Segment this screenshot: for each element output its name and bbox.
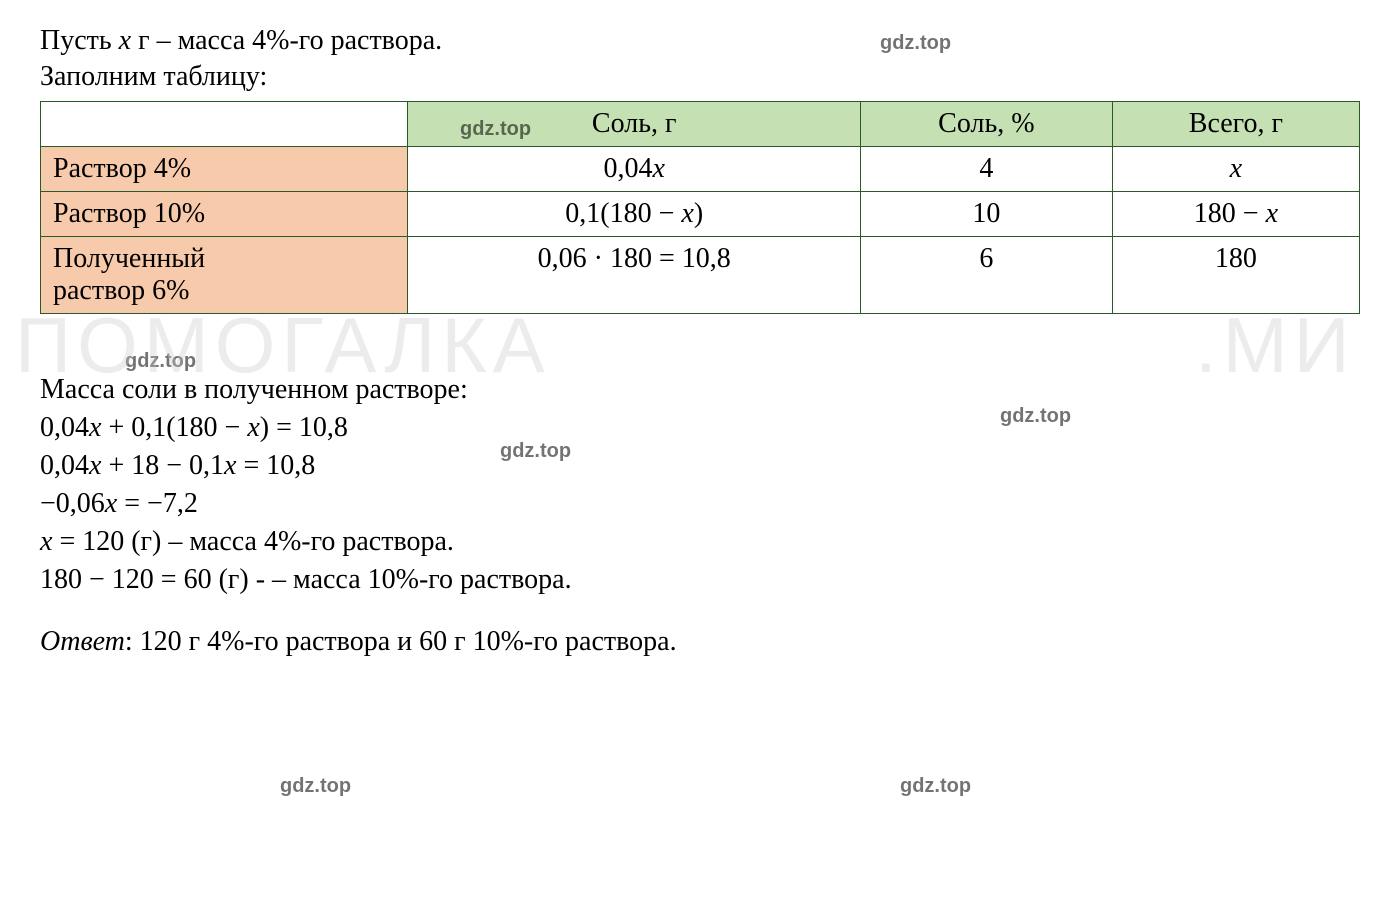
answer-label: Ответ [40,626,125,657]
table-header-row: Соль, г Соль, % Всего, г [41,102,1360,147]
work-line-eq1: 0,04x + 0,1(180 − x) = 10,8 [40,412,1360,444]
cell-salt-g-4pct: 0,04x [408,147,861,192]
work-line-eq3: −0,06x = −7,2 [40,488,1360,520]
cell-salt-pct-4pct: 4 [860,147,1112,192]
table-row: Раствор 10% 0,1(180 − x) 10 180 − x [41,192,1360,237]
intro-var: x [119,25,131,56]
cell-salt-pct-6pct: 6 [860,237,1112,314]
cell-salt-g-6pct: 0,06 · 180 = 10,8 [408,237,861,314]
col-header-total-g: Всего, г [1112,102,1359,147]
work-line-eq2: 0,04x + 18 − 0,1x = 10,8 [40,450,1360,482]
work-line-eq4: x = 120 (г) – масса 4%-го раствора. [40,526,1360,558]
cell-total-6pct: 180 [1112,237,1359,314]
watermark-small: gdz.top [280,775,351,798]
watermark-small: gdz.top [900,775,971,798]
cell-salt-pct-10pct: 10 [860,192,1112,237]
col-header-salt-pct: Соль, % [860,102,1112,147]
table-row: Полученный раствор 6% 0,06 · 180 = 10,8 … [41,237,1360,314]
intro-line-2: Заполним таблицу: [40,61,1360,93]
intro-text: Пусть [40,25,119,56]
work-line-heading: Масса соли в полученном растворе: [40,374,1360,406]
intro-text: г – масса 4%-го раствора. [131,25,442,56]
answer-line: Ответ: 120 г 4%-го раствора и 60 г 10%-г… [40,626,1360,658]
row-label-6pct: Полученный раствор 6% [41,237,408,314]
row-label-4pct: Раствор 4% [41,147,408,192]
cell-salt-g-10pct: 0,1(180 − x) [408,192,861,237]
table-corner [41,102,408,147]
row-label-10pct: Раствор 10% [41,192,408,237]
solution-table-container: Соль, г Соль, % Всего, г Раствор 4% 0,04… [40,101,1360,314]
work-line-eq5: 180 − 120 = 60 (г) - – масса 10%-го раст… [40,564,1360,596]
cell-total-10pct: 180 − x [1112,192,1359,237]
cell-total-4pct: x [1112,147,1359,192]
solution-table: Соль, г Соль, % Всего, г Раствор 4% 0,04… [40,101,1360,314]
col-header-salt-g: Соль, г [408,102,861,147]
intro-line-1: Пусть x г – масса 4%-го раствора. [40,25,1360,57]
answer-text: : 120 г 4%-го раствора и 60 г 10%-го рас… [125,626,677,657]
table-row: Раствор 4% 0,04x 4 x [41,147,1360,192]
